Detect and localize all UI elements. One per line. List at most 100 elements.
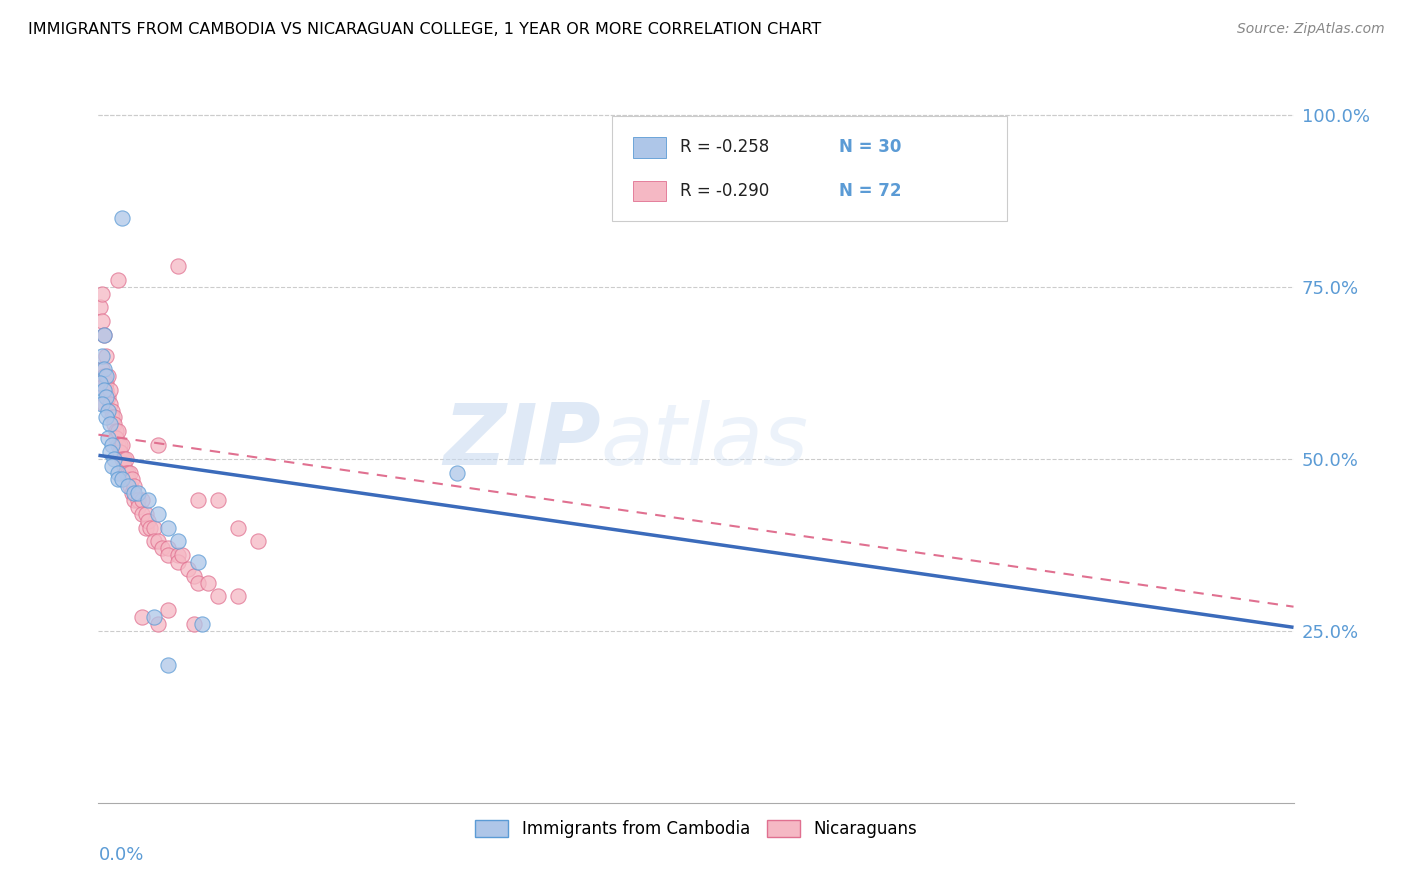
Point (207, 590, 229, 604)
Point (111, 472, 134, 486)
Point (93, 369, 115, 384)
Point (121, 486, 143, 500)
Point (148, 616, 170, 631)
Point (135, 507, 157, 521)
Point (107, 466, 129, 480)
Point (246, 534, 269, 549)
Point (446, 466, 468, 480)
Point (107, 273, 129, 287)
Point (172, 548, 194, 562)
Point (96, 349, 118, 363)
Point (127, 486, 149, 500)
Point (98, 383, 122, 397)
Point (96, 390, 118, 404)
Point (127, 500, 149, 514)
Point (98, 397, 122, 411)
Point (97, 403, 120, 417)
Point (93, 327, 115, 342)
Point (131, 507, 153, 521)
Point (167, 548, 190, 562)
Point (148, 438, 170, 452)
Point (197, 575, 219, 590)
Point (187, 555, 209, 569)
Point (226, 520, 249, 534)
FancyBboxPatch shape (633, 137, 666, 158)
Point (148, 507, 170, 521)
Point (105, 431, 128, 445)
Point (157, 520, 180, 534)
Point (117, 479, 139, 493)
Point (105, 424, 128, 438)
Point (111, 438, 134, 452)
Point (110, 438, 132, 452)
Point (143, 520, 166, 534)
Text: N = 30: N = 30 (839, 138, 901, 156)
Point (103, 451, 125, 466)
Text: R = -0.258: R = -0.258 (681, 138, 769, 156)
Point (183, 568, 205, 582)
Point (131, 610, 153, 624)
Point (143, 534, 166, 549)
Point (187, 575, 209, 590)
Text: Source: ZipAtlas.com: Source: ZipAtlas.com (1237, 22, 1385, 37)
Point (143, 610, 166, 624)
Point (183, 616, 205, 631)
Point (93, 383, 115, 397)
Point (103, 417, 125, 432)
Point (97, 431, 120, 445)
Point (91, 349, 114, 363)
Point (110, 445, 132, 459)
Point (120, 479, 142, 493)
Point (117, 466, 139, 480)
Point (101, 458, 124, 473)
Point (136, 493, 159, 508)
Point (117, 472, 139, 486)
Point (167, 259, 190, 273)
Point (96, 369, 118, 384)
Text: N = 72: N = 72 (839, 182, 901, 200)
Point (115, 466, 138, 480)
Point (101, 403, 124, 417)
Point (91, 397, 114, 411)
Point (112, 451, 135, 466)
Point (93, 362, 115, 376)
Point (89, 376, 111, 390)
Point (97, 369, 120, 384)
Point (91, 362, 114, 376)
Point (91, 314, 114, 328)
FancyBboxPatch shape (633, 181, 666, 201)
Legend: Immigrants from Cambodia, Nicaraguans: Immigrants from Cambodia, Nicaraguans (468, 814, 924, 845)
Point (98, 445, 122, 459)
Point (177, 562, 200, 576)
Point (91, 286, 114, 301)
Point (157, 548, 180, 562)
Text: R = -0.290: R = -0.290 (681, 182, 769, 200)
Point (150, 541, 173, 556)
Point (120, 466, 142, 480)
Point (167, 534, 190, 549)
Point (157, 658, 180, 673)
Point (96, 376, 118, 390)
FancyBboxPatch shape (613, 117, 1007, 221)
Text: 0.0%: 0.0% (98, 847, 143, 864)
Point (97, 390, 120, 404)
Point (157, 603, 180, 617)
Point (112, 458, 135, 473)
Point (167, 555, 190, 569)
Point (127, 493, 149, 508)
Point (187, 493, 209, 508)
Point (124, 479, 146, 493)
Point (207, 493, 229, 508)
Point (107, 424, 129, 438)
Point (93, 397, 115, 411)
Point (131, 493, 153, 508)
Point (96, 410, 118, 425)
Point (101, 438, 124, 452)
Point (98, 417, 122, 432)
Point (93, 327, 115, 342)
Point (124, 486, 146, 500)
Point (191, 616, 214, 631)
Point (101, 410, 124, 425)
Point (107, 438, 129, 452)
Text: ZIP: ZIP (443, 400, 600, 483)
